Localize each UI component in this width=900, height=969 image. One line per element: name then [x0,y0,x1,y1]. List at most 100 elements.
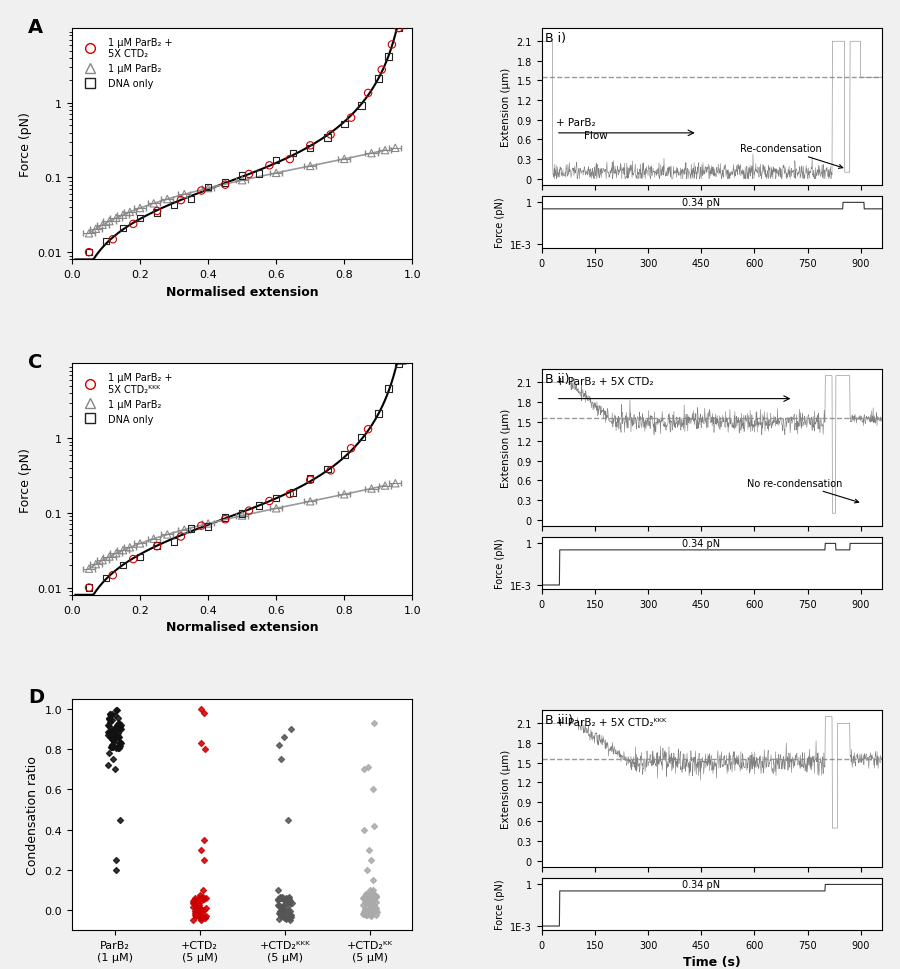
Point [280,902,294,918]
Point [107,728,122,743]
Point [102,710,116,726]
Point [114,735,129,751]
Point [364,906,378,922]
Point [193,900,207,916]
Point [110,703,124,718]
Point [282,891,296,907]
Point [82,580,96,596]
Point [235,506,249,521]
Point [388,476,402,491]
Point [320,461,335,477]
Point [368,902,382,918]
Point [356,891,371,906]
Point [109,211,123,227]
Point [150,539,165,554]
Point [194,183,209,199]
Point [361,760,375,775]
Point [272,898,286,914]
Point [282,894,296,910]
Point [366,782,381,797]
Point [358,894,373,910]
Point [113,721,128,736]
Point [126,551,140,567]
Point [107,724,122,739]
Point [103,730,117,745]
Point [109,852,123,867]
Point [283,912,297,927]
Point [104,706,118,722]
Point [359,887,374,902]
Point [374,63,389,78]
Point [198,908,212,923]
Point [116,221,130,236]
Point [133,536,148,551]
Y-axis label: Force (pN): Force (pN) [494,879,505,929]
Point [269,166,284,181]
Point [106,728,121,743]
Point [116,543,130,558]
Point [356,907,371,922]
Text: B iii): B iii) [545,713,573,727]
Point [273,898,287,914]
Point [273,890,287,905]
Point [271,892,285,908]
Point [147,197,161,212]
Point [367,887,382,902]
Point [275,903,290,919]
Text: B ii): B ii) [545,373,570,386]
Point [95,218,110,234]
Point [362,902,376,918]
Point [283,486,297,502]
Legend: 1 μM ParB₂ +
5X CTD₂ᴷᴷᴷ, 1 μM ParB₂, DNA only: 1 μM ParB₂ + 5X CTD₂ᴷᴷᴷ, 1 μM ParB₂, DNA… [76,369,176,428]
Point [282,894,296,910]
Point [275,891,290,906]
Y-axis label: Force (pN): Force (pN) [494,198,505,248]
Point [104,737,119,753]
Text: A: A [28,17,43,37]
Point [105,723,120,738]
Point [392,21,406,37]
Point [279,893,293,909]
Point [235,509,249,524]
Point [364,482,379,497]
Point [192,891,206,906]
Point [364,146,379,162]
Point [99,571,113,586]
Text: 0.34 pN: 0.34 pN [682,879,720,889]
Point [82,580,96,596]
Point [107,735,122,750]
Point [82,561,96,577]
Point [133,211,148,227]
Point [133,201,148,216]
Point [160,192,175,207]
Point [194,904,208,920]
Text: + ParB₂: + ParB₂ [556,118,596,128]
Point [195,905,210,921]
Point [112,721,126,736]
Point [303,471,318,486]
Point [101,758,115,773]
Point [363,891,377,906]
Point [323,463,338,479]
Point [104,714,118,730]
Legend: 1 μM ParB₂ +
5X CTD₂, 1 μM ParB₂, DNA only: 1 μM ParB₂ + 5X CTD₂, 1 μM ParB₂, DNA on… [76,34,176,93]
Point [177,187,192,203]
Point [320,131,335,146]
Point [184,521,198,537]
Text: + ParB₂ + 5X CTD₂: + ParB₂ + 5X CTD₂ [556,376,653,386]
Point [364,899,378,915]
Point [368,889,382,904]
Point [361,422,375,438]
Point [196,883,211,898]
Point [271,891,285,907]
Point [105,752,120,767]
Point [88,222,103,237]
Point [186,891,201,907]
Point [274,901,289,917]
Point [194,893,208,909]
Point [197,891,211,907]
Point [150,203,165,219]
Point [192,897,206,913]
Point [368,907,382,922]
Point [364,902,379,918]
